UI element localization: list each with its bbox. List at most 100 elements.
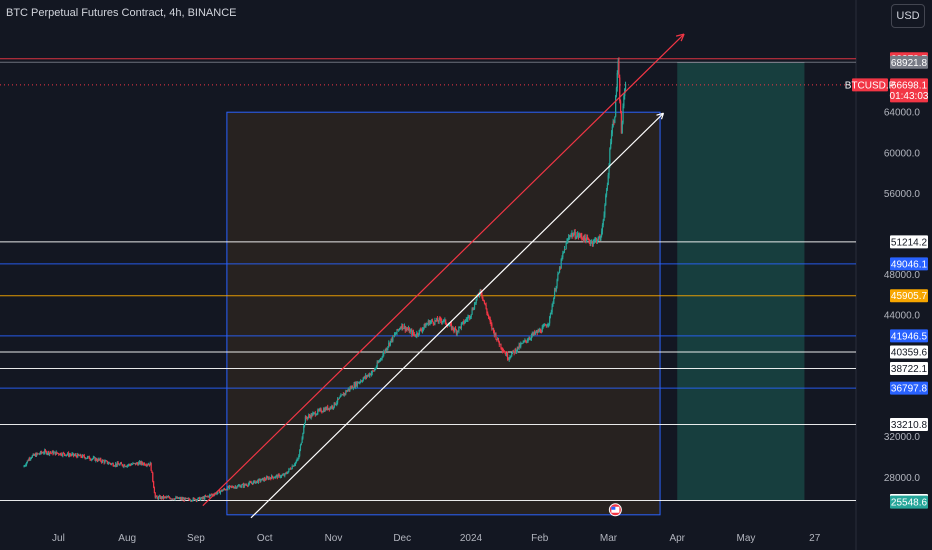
candle-body [527,340,529,342]
candle-body [403,325,406,329]
candle-body [281,475,283,476]
candle-body [445,323,448,325]
candle-body [475,299,477,304]
candle-body [357,382,359,384]
candle-body [392,335,394,341]
candle-body [97,458,99,461]
candle-body [483,299,485,301]
candle-body [177,497,179,499]
candle-body [267,477,269,480]
candle-body [545,325,547,327]
candle-body [387,346,389,349]
level-price-tag: 68921.8 [890,55,928,69]
candle-body [174,498,176,500]
candle-body [558,272,560,275]
candle-body [326,406,328,410]
candle-body [500,343,502,348]
candle-body [331,406,333,408]
candle-body [277,474,279,478]
candle-body [355,382,357,387]
candle-body [146,464,148,466]
candle-body [71,454,73,456]
candle-body [161,496,163,499]
candle-body [563,249,566,252]
candle-body [126,465,128,467]
candle-body [37,453,39,455]
candle-body [506,353,509,360]
candle-body [68,454,71,456]
candle-body [203,497,205,500]
candle-body [435,318,438,321]
candle-body [533,331,535,335]
candle-body [221,490,223,492]
candle-body [226,489,228,491]
candle-body [332,407,335,408]
candle-body [310,414,312,418]
currency-button[interactable]: USD [891,4,925,28]
x-tick-label: Oct [257,533,273,544]
candle-body [77,454,80,456]
candle-body [84,457,86,459]
candle-body [147,464,149,466]
candle-body [353,383,355,389]
candle-body [102,460,104,462]
candle-body [482,296,484,300]
candle-body [51,451,53,453]
candle-body [309,416,311,418]
candle-body [53,452,55,455]
candle-body [614,116,616,123]
candle-body [204,496,206,500]
candle-body [511,353,513,357]
candle-body [208,495,210,498]
candle-body [63,452,65,454]
candle-body [499,343,501,345]
candle-body [605,195,607,205]
candle-body [73,455,75,457]
candle-body [312,413,314,416]
candle-body [374,368,377,370]
upper-trend-arrow [675,33,685,42]
candle-body [421,330,423,332]
candle-body [546,325,548,327]
candle-body [572,233,574,237]
candle-body [556,279,558,287]
candle-body [257,479,259,483]
candle-body [325,407,327,410]
candle-body [464,319,467,323]
candle-body [269,477,271,479]
candle-body [577,233,580,237]
candle-body [413,333,415,335]
candle-body [483,300,486,304]
candle-body [436,318,439,322]
candle-body [32,454,34,456]
x-tick-label: May [737,533,756,544]
candle-body [335,404,337,405]
candle-body [140,461,142,465]
candle-body [535,332,537,334]
candle-body [65,454,67,456]
candle-body [386,348,388,351]
candle-body [520,343,522,347]
candle-body [234,486,236,488]
candle-body [167,496,170,498]
candle-body [603,214,605,221]
candle-body [240,486,242,488]
candle-body [270,475,273,479]
candle-body [95,458,97,461]
candle-body [491,324,493,329]
candle-body [539,329,542,333]
candle-body [105,460,107,462]
candle-body [44,450,47,452]
candle-body [83,455,85,458]
candle-body [596,240,599,243]
level-price-tag-text: 68921.8 [891,58,928,69]
candle-body [78,455,80,457]
candle-body [134,462,136,464]
candle-body [148,464,150,466]
candle-body [286,473,288,475]
candle-body [306,417,308,419]
candle-body [41,452,43,454]
candle-body [247,483,250,486]
horizontal-levels [0,58,856,502]
